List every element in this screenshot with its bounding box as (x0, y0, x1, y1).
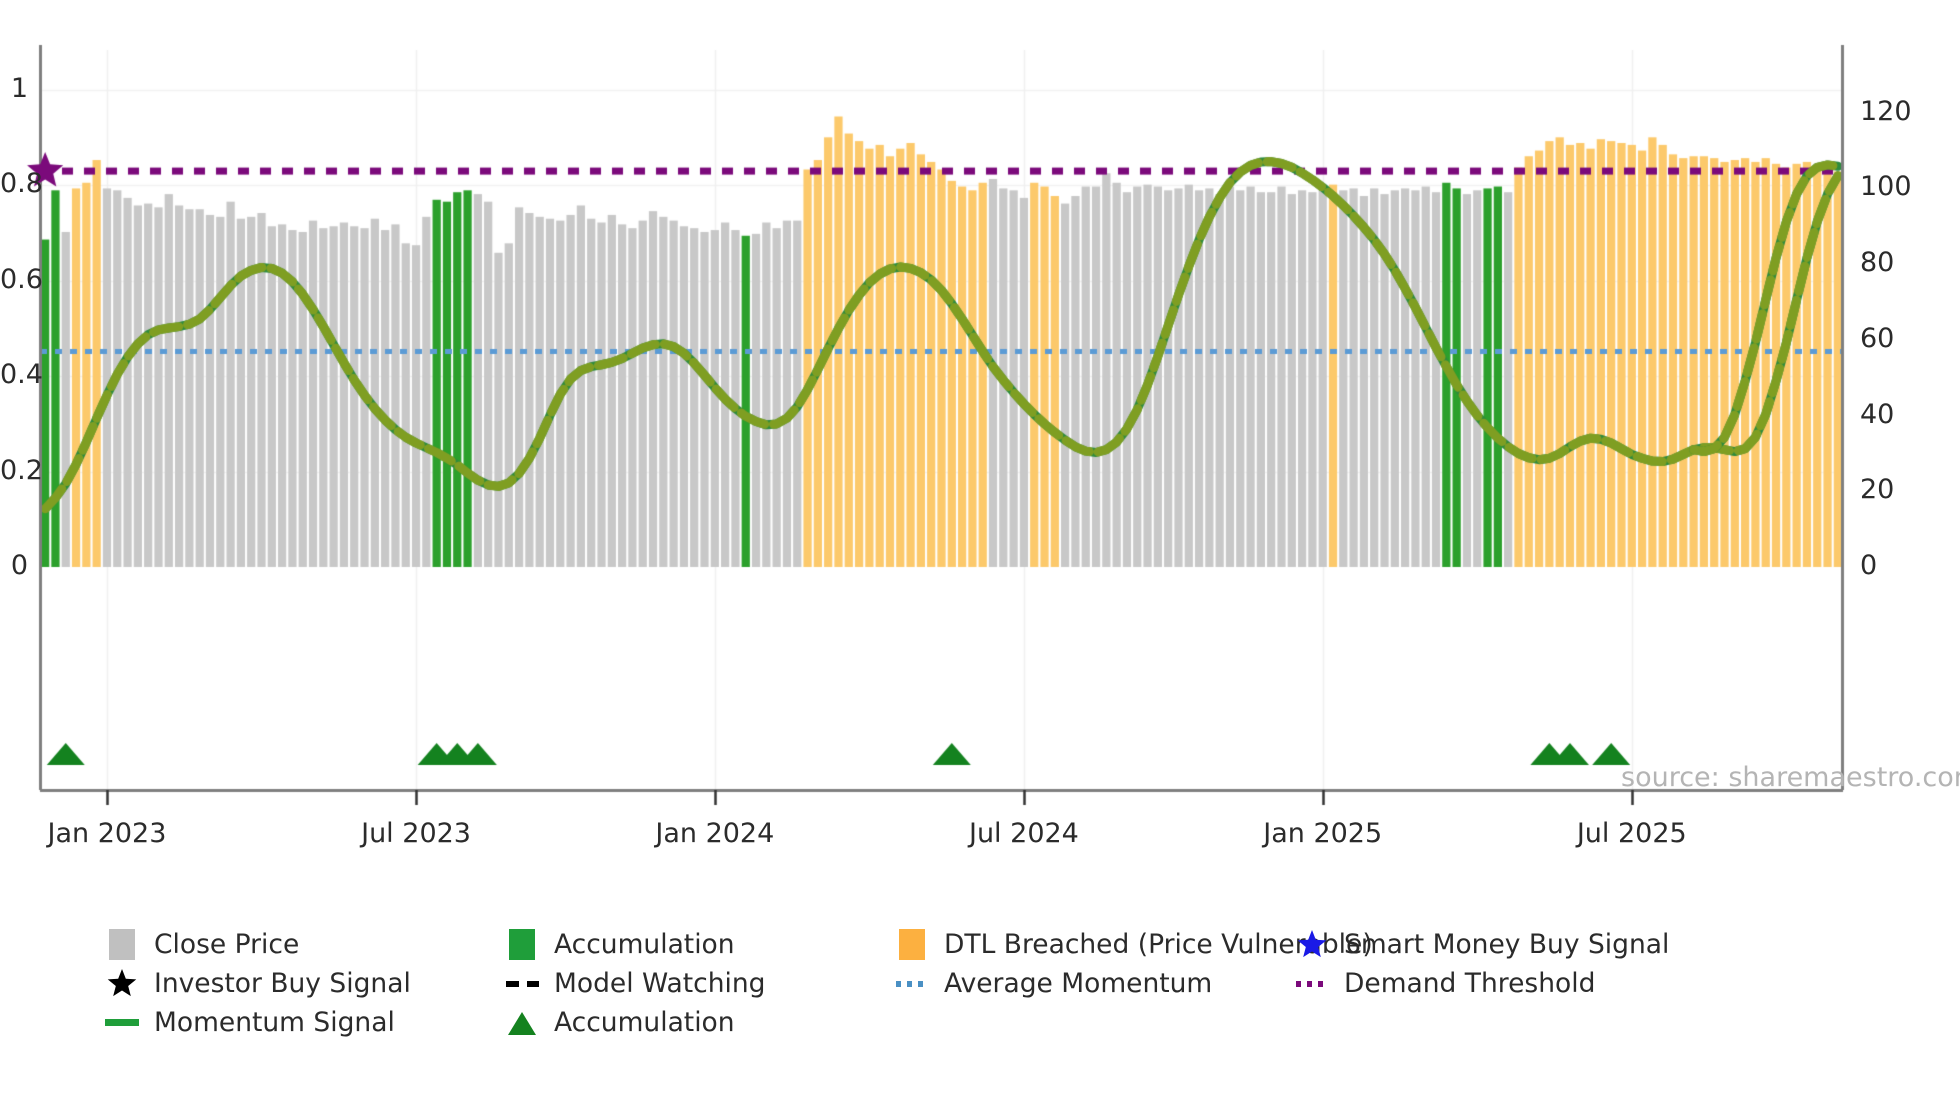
x-axis-tick: Jul 2024 (968, 818, 1079, 849)
y-axis-left-tick: 0 (10, 550, 28, 581)
x-axis-tick: Jul 2023 (361, 818, 471, 849)
legend-model-watching[interactable]: Model Watching (505, 964, 765, 1003)
legend-row: Momentum Signal Accumulation (105, 1003, 1905, 1042)
legend-demand-threshold[interactable]: Demand Threshold (1295, 964, 1595, 1003)
chart-legend: Close Price Accumulation DTL Breached (Pri… (105, 925, 1905, 1042)
legend-label: Model Watching (554, 968, 766, 999)
x-axis-tick: Jan 2023 (47, 818, 167, 849)
legend-average-momentum[interactable]: Average Momentum (895, 964, 1212, 1003)
y-axis-right-tick: 120 (1860, 95, 1912, 127)
legend-label: Momentum Signal (154, 1007, 395, 1038)
y-axis-left-tick: 0.4 (0, 359, 43, 391)
demand-threshold-icon (1295, 979, 1329, 989)
legend-row: Close Price Accumulation DTL Breached (Pri… (105, 925, 1905, 964)
x-axis-tick: Jan 2024 (655, 818, 775, 849)
investor-buy-icon (105, 967, 139, 1001)
legend-accumulation-triangle[interactable]: Accumulation (505, 1003, 735, 1042)
legend-close-price[interactable]: Close Price (105, 925, 299, 964)
y-axis-left-tick: 1 (10, 73, 28, 104)
y-axis-left-tick: 0.8 (0, 168, 43, 200)
source-attribution: source: sharemaestro.com (1621, 762, 1960, 793)
legend-label: Accumulation (554, 1007, 735, 1038)
y-axis-left-tick: 0.6 (0, 263, 43, 295)
momentum-signal-icon (105, 1019, 139, 1026)
y-axis-right-tick: 0 (1860, 550, 1878, 581)
y-axis-right-tick: 60 (1860, 322, 1895, 354)
y-axis-left-tick: 0.2 (0, 454, 43, 486)
legend-momentum-signal[interactable]: Momentum Signal (105, 1003, 395, 1042)
legend-row: Investor Buy Signal Model Watching Average… (105, 964, 1905, 1003)
y-axis-right-tick: 80 (1860, 247, 1895, 279)
legend-label: Accumulation (554, 929, 735, 960)
legend-dtl-breached[interactable]: DTL Breached (Price Vulnerable) (895, 925, 1373, 964)
legend-label: Average Momentum (944, 968, 1213, 999)
accumulation-bar-icon (505, 929, 539, 960)
legend-label: Demand Threshold (1344, 968, 1596, 999)
y-axis-right-tick: 20 (1860, 474, 1895, 506)
legend-label: Close Price (154, 929, 300, 960)
dtl-breached-icon (895, 929, 929, 960)
x-axis-tick: Jul 2025 (1576, 818, 1687, 849)
legend-label: DTL Breached (Price Vulnerable) (944, 929, 1373, 960)
legend-label: Smart Money Buy Signal (1344, 929, 1670, 960)
x-axis-tick: Jan 2025 (1263, 818, 1383, 849)
smart-money-buy-icon (1295, 928, 1329, 962)
legend-label: Investor Buy Signal (154, 968, 411, 999)
legend-investor-buy[interactable]: Investor Buy Signal (105, 964, 411, 1003)
close-price-icon (105, 929, 139, 960)
model-watching-icon (505, 979, 539, 989)
y-axis-right-tick: 100 (1860, 171, 1912, 203)
y-axis-right-tick: 40 (1860, 398, 1895, 430)
accumulation-triangle-icon (505, 1008, 539, 1038)
legend-accumulation-bar[interactable]: Accumulation (505, 925, 735, 964)
average-momentum-icon (895, 979, 929, 989)
legend-smart-money-buy[interactable]: Smart Money Buy Signal (1295, 925, 1669, 964)
